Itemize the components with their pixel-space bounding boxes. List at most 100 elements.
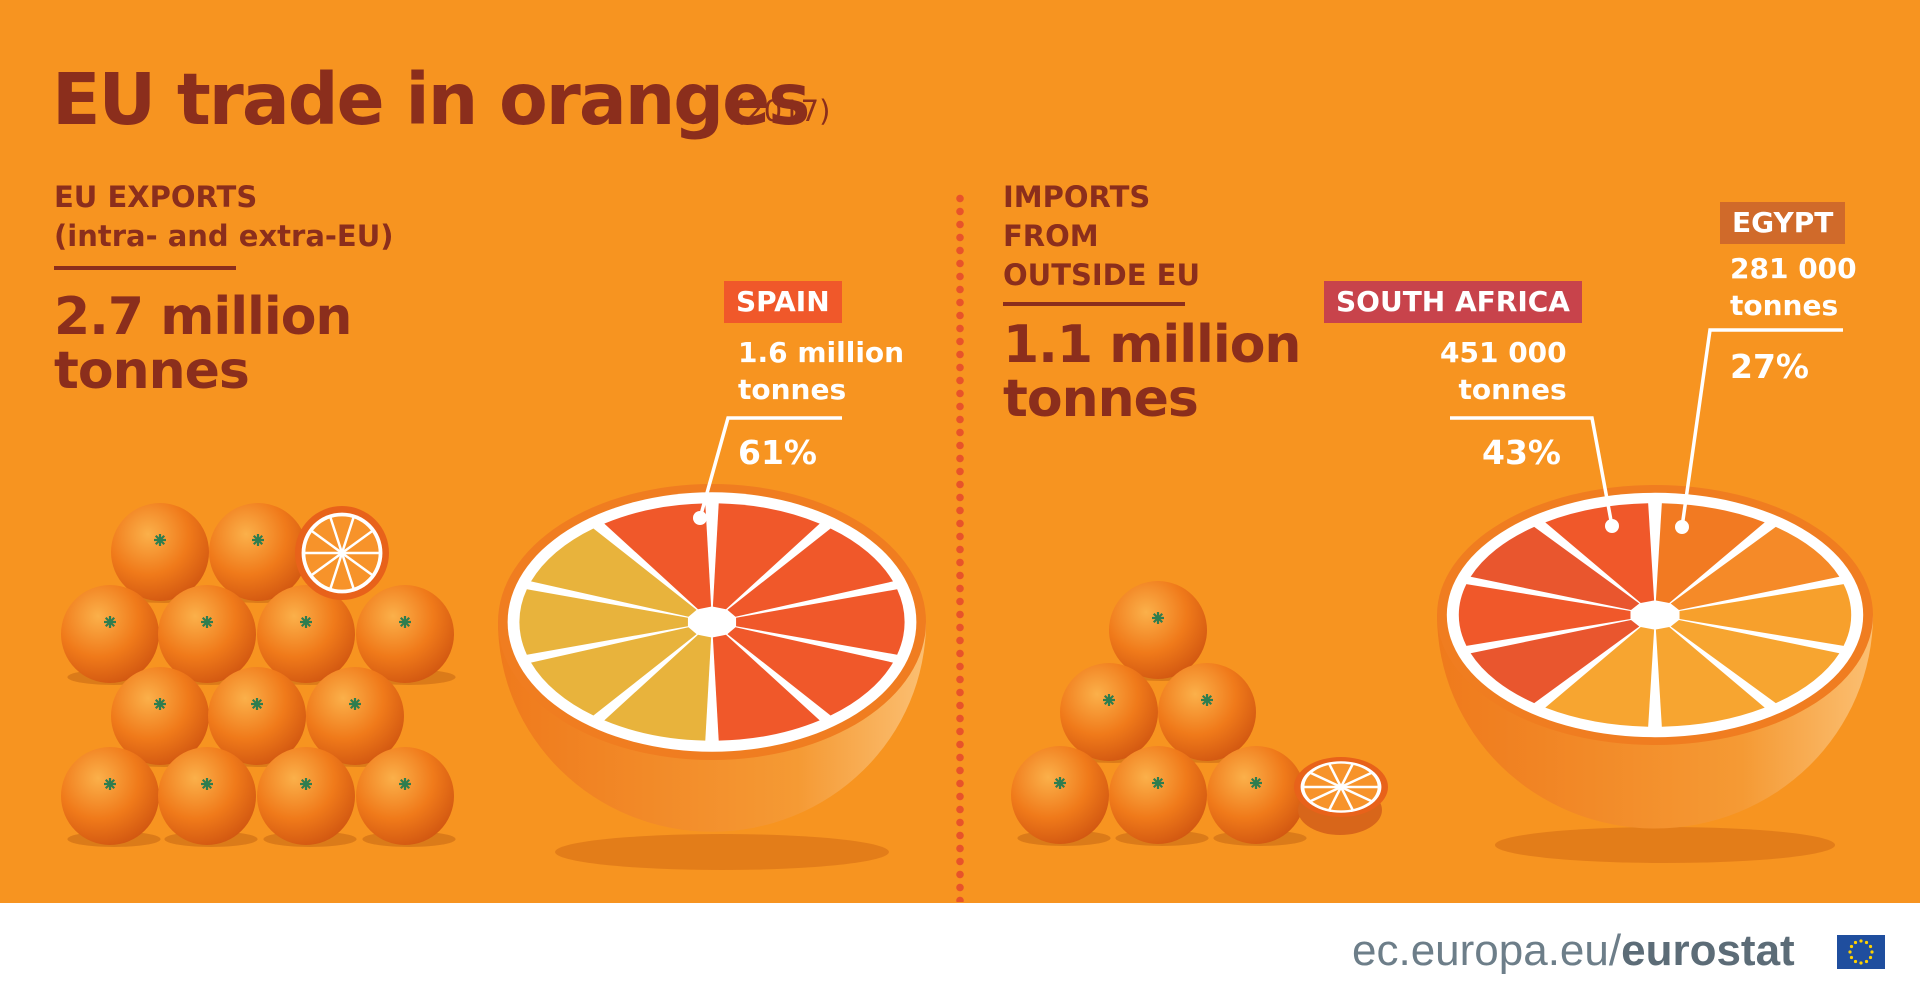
orange-fruit [1109, 581, 1207, 679]
orange-fruit [158, 747, 256, 845]
south-africa-percent: 43% [1482, 433, 1561, 472]
flag-star [1864, 959, 1869, 964]
imports-segment [1679, 584, 1852, 646]
spain-leader [698, 416, 842, 519]
egypt-leader-dot [1675, 520, 1689, 534]
exports-segment [604, 634, 712, 741]
imports-total: 1.1 million tonnes [1003, 315, 1301, 429]
imports-segment [1458, 584, 1631, 646]
flag-star [1849, 955, 1854, 960]
exports-rule [54, 266, 236, 270]
orange-stem-icon [154, 698, 166, 710]
orange-stem-icon [104, 616, 116, 628]
orange-stem-icon [1201, 694, 1213, 706]
year-label: (2017) [734, 94, 831, 128]
flag-star [1868, 944, 1873, 949]
spain-leader-dot [693, 511, 707, 525]
flag-star [1853, 959, 1858, 964]
orange-fruit [208, 667, 306, 765]
exports-segment [531, 627, 697, 716]
imports-segment [1670, 526, 1840, 611]
egypt-percent: 27% [1730, 347, 1809, 386]
orange-slice-icon [1294, 757, 1388, 817]
exports-total: 2.7 million tonnes [54, 287, 352, 401]
orange-fruit [158, 585, 256, 683]
orange-fruit [1158, 663, 1256, 761]
imports-shadow [1494, 827, 1836, 863]
orange-stem-icon [252, 534, 264, 546]
orange-stem-icon [399, 616, 411, 628]
imports-segment [1545, 627, 1655, 727]
orange-fruit [257, 585, 355, 683]
orange-fruit [111, 667, 209, 765]
south-africa-leader-dot [1605, 519, 1619, 533]
orange-stem-icon [349, 698, 361, 710]
imports-segment [1655, 627, 1765, 727]
spain-label: SPAIN [724, 281, 842, 323]
orange-fruit [1109, 746, 1207, 844]
egypt-label: EGYPT [1720, 202, 1846, 244]
imports-segment [1670, 619, 1840, 704]
imports-segment [1545, 503, 1655, 603]
south-africa-label: SOUTH AFRICA [1324, 281, 1582, 323]
orange-stem-icon [1152, 612, 1164, 624]
imports-rule [1003, 302, 1185, 306]
orange-stem-icon [104, 778, 116, 790]
orange-fruit [257, 747, 355, 845]
orange-fruit [1011, 746, 1109, 844]
exports-segment [727, 627, 893, 716]
flag-star [1849, 944, 1854, 949]
imports-pie [1437, 485, 1873, 829]
orange-stem-icon [300, 778, 312, 790]
exports-pie [498, 484, 926, 832]
orange-stem-icon [1103, 694, 1115, 706]
orange-stem-icon [251, 698, 263, 710]
orange-stem-icon [201, 778, 213, 790]
flag-star [1868, 955, 1873, 960]
exports-shadow [555, 834, 889, 870]
exports-segment [531, 528, 697, 617]
spain-percent: 61% [738, 433, 817, 472]
orange-fruit [356, 747, 454, 845]
exports-heading: EU EXPORTS (intra- and extra-EU) [54, 180, 394, 253]
orange-stem-icon [1250, 777, 1262, 789]
spain-amount: 1.6 million tonnes [738, 336, 905, 406]
orange-stem-icon [201, 616, 213, 628]
imports-segment [1470, 526, 1640, 611]
imports-segment [1470, 619, 1640, 704]
orange-fruit [1207, 746, 1305, 844]
orange-stem-icon [154, 534, 166, 546]
flag-star [1859, 961, 1863, 965]
exports-segment [727, 528, 893, 617]
south-africa-leader [1450, 416, 1614, 527]
divider [956, 192, 964, 902]
exports-segment [519, 589, 688, 655]
orange-stem-icon [399, 778, 411, 790]
eurostat-footer[interactable]: ec.europa.eu/eurostat [1352, 926, 1795, 976]
orange-fruit [61, 747, 159, 845]
egypt-amount: 281 000 tonnes [1730, 252, 1857, 322]
egypt-leader [1680, 328, 1843, 528]
flag-star [1859, 939, 1863, 943]
page-title: EU trade in oranges [52, 58, 811, 141]
flag-star [1848, 950, 1852, 954]
orange-stem-icon [300, 616, 312, 628]
orange-fruit [111, 503, 209, 601]
eu-flag-icon [1837, 935, 1885, 969]
orange-fruit [1060, 663, 1158, 761]
exports-segment [736, 589, 905, 655]
flag-star [1864, 940, 1869, 945]
orange-fruit [209, 503, 307, 601]
exports-segment [712, 503, 820, 610]
flag-star [1870, 950, 1874, 954]
exports-segment [604, 503, 712, 610]
footer-brand: eurostat [1621, 926, 1795, 975]
orange-fruit [356, 585, 454, 683]
flag-star [1853, 940, 1858, 945]
exports-segment [712, 634, 820, 741]
orange-stem-icon [1054, 777, 1066, 789]
footer-site: ec.europa.eu/ [1352, 926, 1622, 975]
orange-fruit [61, 585, 159, 683]
